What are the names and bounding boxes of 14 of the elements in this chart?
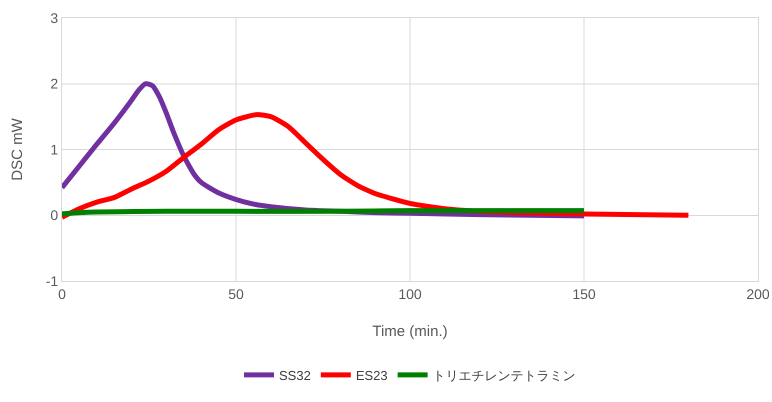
x-tick-label: 200 [746, 286, 770, 302]
y-tick-label: 3 [50, 10, 58, 26]
x-tick-label: 100 [398, 286, 422, 302]
legend-label: ES23 [356, 368, 388, 383]
y-tick-label: 2 [50, 76, 58, 92]
y-tick-label: 0 [50, 207, 58, 224]
legend-label: SS32 [279, 368, 311, 383]
legend-label: トリエチレンテトラミン [432, 368, 576, 383]
y-tick-label: -1 [46, 272, 58, 289]
x-tick-label: 150 [572, 286, 596, 302]
x-tick-label: 50 [228, 286, 244, 302]
x-axis-title: Time (min.) [372, 323, 448, 340]
y-axis-title: DSC mW [9, 117, 26, 181]
y-tick-label: 1 [50, 141, 58, 158]
